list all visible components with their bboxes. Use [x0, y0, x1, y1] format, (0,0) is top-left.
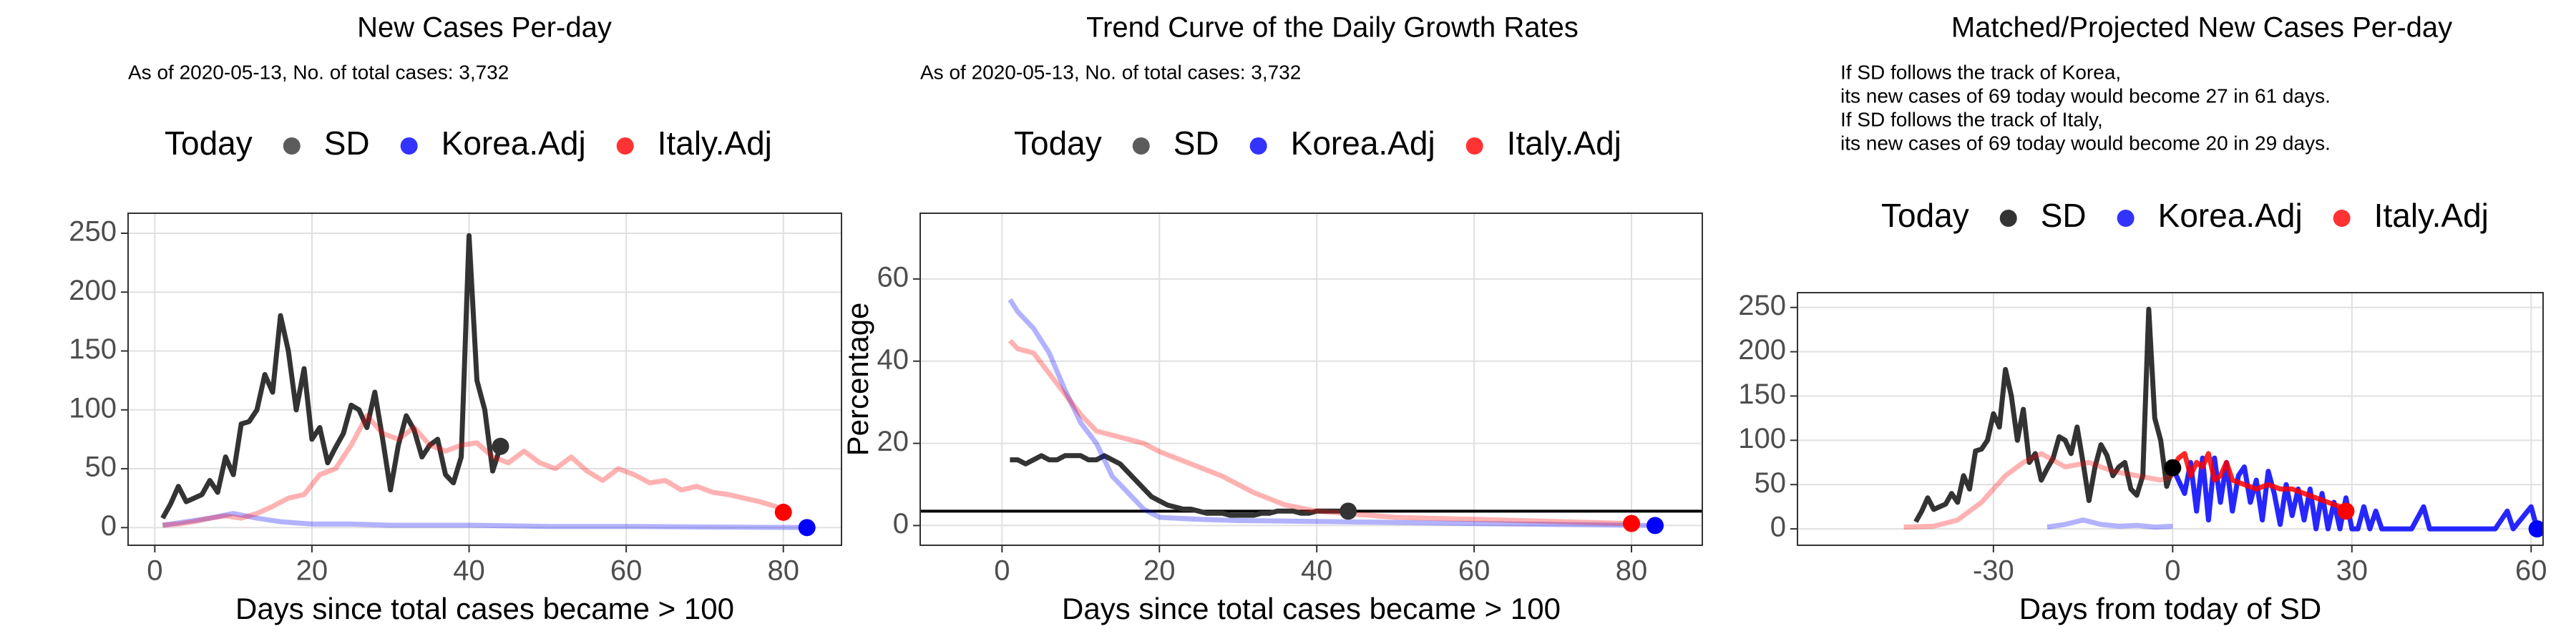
- series-line: [2170, 455, 2540, 532]
- y-tick-label: 250: [69, 216, 117, 248]
- plot-background: [128, 213, 841, 545]
- legend-marker: [1465, 137, 1483, 155]
- x-tick-label: 60: [610, 555, 643, 587]
- chart-title: Matched/Projected New Cases Per-day: [1951, 12, 2452, 44]
- legend-label: Korea.Adj: [441, 125, 586, 162]
- legend-label: SD: [324, 125, 370, 162]
- today-point: [2337, 502, 2355, 520]
- x-tick-label: 20: [296, 555, 328, 587]
- legend-label: Korea.Adj: [2158, 197, 2303, 234]
- legend-marker: [2117, 210, 2135, 227]
- plot-border: [919, 213, 1703, 546]
- plot-area: [160, 233, 816, 537]
- legend-label: Italy.Adj: [1507, 125, 1621, 162]
- y-tick-label: 0: [1770, 512, 1786, 543]
- legend-marker: [1999, 210, 2017, 227]
- series-line: [160, 233, 503, 519]
- annotation: its new cases of 69 today would become 2…: [1840, 84, 2331, 107]
- annotation: If SD follows the track of Korea,: [1840, 61, 2121, 83]
- y-axis-label: Percentage: [841, 303, 874, 457]
- series-line: [1913, 306, 2175, 523]
- y-tick-label: 20: [877, 426, 909, 457]
- legend-label: Italy.Adj: [658, 125, 772, 162]
- plot-border: [127, 213, 842, 546]
- x-tick-label: 60: [2515, 555, 2547, 587]
- legend-label: SD: [1174, 125, 1219, 162]
- legend-marker: [283, 137, 301, 155]
- legend-marker: [400, 137, 418, 155]
- legend-title: Today: [165, 125, 253, 162]
- y-tick-label: 100: [69, 392, 117, 424]
- today-point: [2164, 459, 2182, 477]
- subtitle: As of 2020-05-13, No. of total cases: 3,…: [920, 61, 1301, 83]
- y-tick-label: 40: [877, 343, 909, 375]
- x-tick-label: 20: [1143, 555, 1176, 587]
- legend-marker: [1249, 137, 1267, 155]
- x-axis-label: Days since total cases became > 100: [1062, 592, 1561, 625]
- x-tick-label: 30: [2336, 555, 2368, 587]
- x-axis-label: Days from today of SD: [2019, 592, 2321, 625]
- series-line: [2046, 517, 2173, 530]
- annotation: its new cases of 69 today would become 2…: [1840, 132, 2331, 154]
- y-tick-label: 200: [1738, 334, 1786, 366]
- y-tick-label: 60: [877, 261, 909, 293]
- chart-panel: Trend Curve of the Daily Growth Rates As …: [841, 12, 1703, 625]
- today-point: [1646, 517, 1664, 535]
- y-tick-label: 250: [1738, 290, 1786, 321]
- legend-title: Today: [1881, 197, 1969, 234]
- series-line: [1903, 451, 2174, 530]
- today-point: [1623, 514, 1641, 532]
- legend-marker: [2333, 210, 2351, 227]
- legend-marker: [616, 137, 634, 155]
- x-tick-label: 80: [767, 555, 799, 587]
- chart-panel: New Cases Per-day As of 2020-05-13, No. o…: [69, 12, 842, 625]
- chart-title: Trend Curve of the Daily Growth Rates: [1086, 12, 1579, 44]
- x-tick-label: 0: [2165, 555, 2180, 587]
- y-tick-label: 100: [1738, 423, 1786, 454]
- plot-border: [1797, 292, 2544, 546]
- x-tick-label: 80: [1616, 555, 1648, 587]
- legend-label: Italy.Adj: [2374, 197, 2489, 234]
- legend-title: Today: [1014, 125, 1102, 162]
- x-tick-label: 40: [453, 555, 485, 587]
- legend-label: Korea.Adj: [1291, 125, 1435, 162]
- x-tick-label: 40: [1301, 555, 1333, 587]
- series-line: [1010, 453, 1349, 518]
- legend-marker: [1132, 137, 1150, 155]
- y-tick-label: 150: [69, 333, 117, 365]
- plot-background: [1797, 293, 2543, 545]
- today-point: [798, 519, 816, 537]
- chart-title: New Cases Per-day: [357, 12, 612, 44]
- today-point: [1340, 502, 1357, 520]
- subtitle: As of 2020-05-13, No. of total cases: 3,…: [128, 61, 509, 83]
- series-line: [1008, 338, 1632, 527]
- y-tick-label: 50: [1755, 467, 1787, 499]
- x-tick-label: 0: [994, 555, 1010, 587]
- y-tick-label: 0: [893, 508, 909, 540]
- series-line: [162, 413, 785, 528]
- y-tick-label: 200: [69, 275, 117, 306]
- x-tick-label: 60: [1458, 555, 1491, 587]
- y-tick-label: 50: [85, 452, 117, 483]
- plot-background: [920, 213, 1702, 545]
- chart-panel: Matched/Projected New Cases Per-day If SD…: [1738, 12, 2547, 626]
- plot-area: [920, 298, 1702, 535]
- y-tick-label: 150: [1738, 379, 1786, 410]
- x-axis-label: Days since total cases became > 100: [235, 592, 734, 625]
- series-line: [1008, 298, 1656, 528]
- plot-area: [1903, 306, 2543, 538]
- series-line: [162, 511, 807, 530]
- today-point: [774, 503, 792, 521]
- x-tick-label: 0: [147, 555, 162, 587]
- today-point: [492, 437, 509, 455]
- today-point: [2528, 520, 2543, 538]
- y-tick-label: 0: [101, 510, 117, 542]
- series-line: [2170, 451, 2348, 514]
- annotation: If SD follows the track of Italy,: [1840, 108, 2103, 130]
- legend-label: SD: [2041, 197, 2087, 234]
- x-tick-label: -30: [1973, 555, 2014, 587]
